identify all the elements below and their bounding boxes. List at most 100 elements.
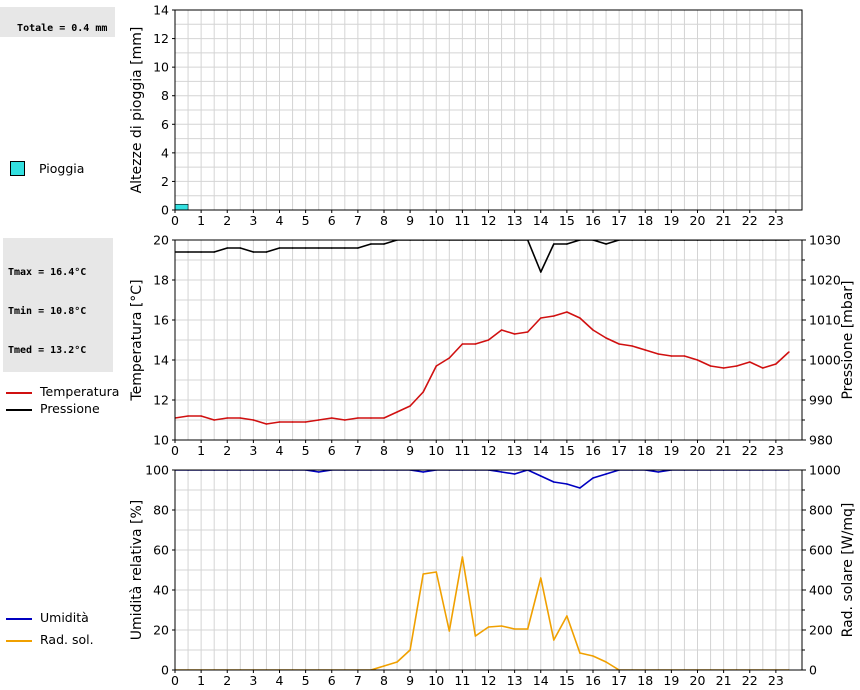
pressione-series-line <box>175 240 789 273</box>
temperature-line-swatch-icon <box>6 392 32 394</box>
rad-sol-point <box>539 577 542 579</box>
plot-frame <box>174 239 803 441</box>
temperatura-point <box>213 419 215 421</box>
rad-sol-point <box>435 571 438 573</box>
temperatura-point <box>317 419 320 421</box>
temperatura-point <box>474 343 477 345</box>
x-tick-label: 10 <box>428 443 444 458</box>
x-tick-label: 16 <box>585 213 601 228</box>
y2-tick-label: 600 <box>809 543 833 558</box>
x-tick-label: 23 <box>768 213 784 228</box>
temperatura-point <box>500 329 503 331</box>
x-tick-label: 2 <box>223 673 231 688</box>
x-tick-label: 14 <box>533 213 549 228</box>
pressione-point <box>213 251 215 253</box>
pressione-point <box>330 247 333 249</box>
y-tick-label: 18 <box>153 273 169 288</box>
plot-frame <box>174 469 803 671</box>
pressione-point <box>278 247 281 249</box>
temperatura-point <box>448 357 451 359</box>
humidity-line-swatch-icon <box>6 618 32 620</box>
x-tick-label: 9 <box>406 673 414 688</box>
temperatura-point <box>788 351 790 353</box>
umidit-point <box>422 471 424 473</box>
x-tick-label: 6 <box>328 443 336 458</box>
x-tick-label: 5 <box>302 443 310 458</box>
pressione-point <box>370 243 372 245</box>
temperatura-point <box>291 421 294 423</box>
y-tick-label: 60 <box>153 543 169 558</box>
x-tick-label: 3 <box>249 213 257 228</box>
rad-sol-point <box>513 628 516 630</box>
legend-pressure-label: Pressione <box>40 401 100 416</box>
temperatura-point <box>683 355 686 357</box>
x-tick-label: 8 <box>380 673 388 688</box>
temperatura-point <box>396 411 398 413</box>
y2-axis-title: Rad. solare [W/mq] <box>840 503 856 638</box>
umidit-point <box>592 477 594 479</box>
umidit-point <box>579 487 581 489</box>
x-tick-label: 12 <box>481 443 497 458</box>
temperatura-point <box>435 365 438 367</box>
legend-humidity-label: Umidità <box>40 610 89 625</box>
x-tick-label: 14 <box>533 673 549 688</box>
x-tick-label: 8 <box>380 443 388 458</box>
pressione-point <box>344 247 346 249</box>
rad-sol-point <box>474 635 477 637</box>
x-tick-label: 22 <box>742 213 758 228</box>
x-tick-label: 18 <box>637 213 653 228</box>
temperatura-point <box>304 421 307 423</box>
y-tick-label: 8 <box>161 88 169 103</box>
temperature-summary-box: Tmax = 16.4°C Tmin = 10.8°C Tmed = 13.2°… <box>3 238 113 372</box>
temperatura-point <box>722 367 725 369</box>
x-tick-label: 10 <box>428 673 444 688</box>
umidit-point <box>566 483 568 485</box>
series-group-1 <box>175 240 790 425</box>
y2-tick-label: 1010 <box>809 313 841 328</box>
temperatura-point <box>762 367 764 369</box>
plot-frame <box>174 9 803 211</box>
x-tick-label: 15 <box>559 443 575 458</box>
rad-sol-point <box>579 652 581 654</box>
x-tick-label: 21 <box>716 213 732 228</box>
x-tick-label: 6 <box>328 673 336 688</box>
x-tick-label: 9 <box>406 443 414 458</box>
y-tick-label: 14 <box>153 353 169 368</box>
y-tick-label: 80 <box>153 503 169 518</box>
x-tick-label: 21 <box>716 673 732 688</box>
legend-rain-label: Pioggia <box>39 161 85 176</box>
x-tick-label: 8 <box>380 213 388 228</box>
umidit-point <box>553 481 555 483</box>
y-tick-label: 6 <box>161 117 169 132</box>
x-tick-label: 20 <box>690 213 706 228</box>
y2-tick-label: 980 <box>809 433 833 448</box>
y2-tick-label: 990 <box>809 393 833 408</box>
temperatura-point <box>344 419 346 421</box>
x-tick-label: 17 <box>611 673 627 688</box>
temperatura-point <box>657 353 660 355</box>
x-tick-label: 2 <box>223 213 231 228</box>
rain-total-text: Totale = 0.4 mm <box>17 23 108 34</box>
temperatura-point <box>605 337 607 339</box>
y-axis-title: Temperatura [°C] <box>129 279 145 401</box>
pressione-point <box>252 251 255 253</box>
y2-tick-label: 200 <box>809 623 833 638</box>
umidit-series-line <box>175 470 789 489</box>
rad-sol-point <box>566 615 568 617</box>
x-tick-label: 11 <box>454 213 470 228</box>
temperatura-point <box>709 365 712 367</box>
rad-sol-point <box>383 665 385 667</box>
y-tick-label: 0 <box>161 203 169 218</box>
y-tick-label: 4 <box>161 145 169 160</box>
rad-sol-point <box>487 626 490 628</box>
x-tick-label: 13 <box>507 213 523 228</box>
rad-sol-point <box>409 649 411 651</box>
temperatura-point <box>513 333 516 335</box>
radiation-line-swatch-icon <box>6 640 32 642</box>
y2-tick-label: 1020 <box>809 273 841 288</box>
y2-tick-label: 800 <box>809 503 833 518</box>
rain-swatch-icon <box>10 161 25 176</box>
x-tick-label: 18 <box>637 443 653 458</box>
tmed-text: Tmed = 13.2°C <box>8 345 87 356</box>
